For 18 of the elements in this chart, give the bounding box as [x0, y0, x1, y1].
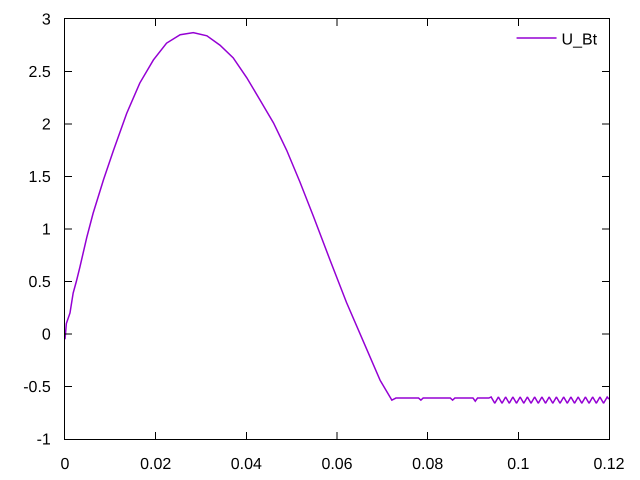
x-tick-label: 0.08: [412, 456, 444, 474]
y-tick-label: 0.5: [28, 274, 51, 292]
x-tick-label: 0.12: [593, 456, 625, 474]
y-tick-label: -1: [36, 432, 51, 449]
y-tick-label: 1: [42, 222, 51, 239]
y-tick-label: 2: [42, 116, 51, 134]
x-tick-label: 0: [60, 456, 70, 474]
y-tick-label: 2.5: [28, 64, 51, 82]
x-tick-label: 0.06: [321, 456, 353, 474]
legend-label: U_Bt: [562, 31, 598, 48]
y-tick-label: -0.5: [23, 379, 51, 396]
y-tick-label: 1.5: [28, 169, 51, 186]
y-tick-label: 0: [42, 326, 51, 344]
line-series: [65, 32, 609, 404]
x-tick-label: 0.02: [140, 456, 172, 474]
y-tick-label: 3: [42, 12, 51, 29]
x-tick-label: 0.04: [230, 456, 262, 474]
x-tick-label: 0.1: [507, 456, 530, 474]
